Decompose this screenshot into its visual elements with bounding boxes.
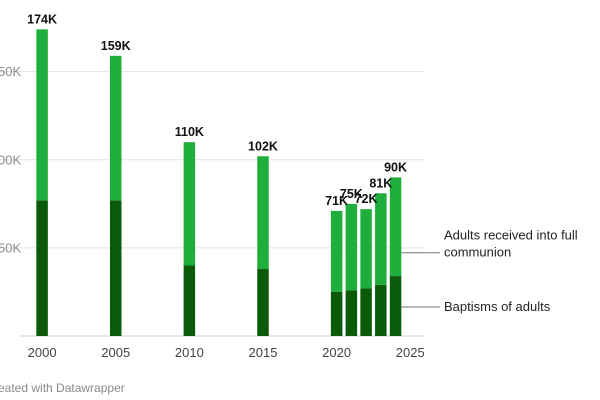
total-label-2021: 75K (340, 187, 363, 201)
bar-baptisms-2024 (389, 276, 402, 336)
total-label-2005: 159K (101, 39, 131, 53)
bar-baptisms-2023 (375, 284, 387, 336)
credit-text: eated with Datawrapper (0, 381, 125, 395)
legend-label-baptisms: Baptisms of adults (444, 299, 551, 314)
x-tick-label-2000: 2000 (28, 345, 57, 360)
bar-received-2010 (183, 142, 196, 266)
y-tick-label: 50K (0, 64, 21, 79)
bar-received-2015 (257, 156, 269, 270)
total-label-2022: 72K (355, 192, 378, 206)
x-tick-label-2020: 2020 (322, 345, 351, 360)
bar-received-2005 (109, 55, 122, 201)
total-label-2023: 81K (369, 176, 392, 190)
x-tick-label-2005: 2005 (101, 345, 130, 360)
total-label-2010: 110K (175, 125, 204, 139)
bar-received-2023 (375, 193, 387, 285)
x-tick-label-2015: 2015 (249, 345, 278, 360)
bar-received-2024 (389, 177, 402, 277)
bar-baptisms-2010 (183, 265, 196, 336)
bar-received-2022 (360, 209, 372, 289)
bar-received-2000 (36, 29, 48, 201)
bar-baptisms-2020 (330, 291, 343, 336)
total-label-2000: 174K (27, 12, 57, 26)
total-label-2015: 102K (248, 139, 278, 153)
legend-label-received: Adults received into full (444, 228, 578, 243)
x-tick-label-2010: 2010 (175, 345, 204, 360)
bar-baptisms-2015 (257, 269, 269, 336)
y-tick-label: 50K (0, 240, 21, 255)
bar-baptisms-2005 (109, 200, 122, 336)
bar-received-2020 (330, 210, 343, 292)
bar-baptisms-2022 (360, 288, 372, 336)
bar-baptisms-2000 (36, 200, 48, 336)
total-label-2020: 71K (325, 194, 348, 208)
y-tick-label: 00K (0, 152, 21, 167)
bar-baptisms-2021 (345, 290, 358, 336)
bar-received-2021 (345, 203, 358, 291)
x-tick-label-2025: 2025 (396, 345, 425, 360)
legend-label-received: communion (444, 245, 511, 260)
total-label-2024: 90K (384, 160, 407, 174)
